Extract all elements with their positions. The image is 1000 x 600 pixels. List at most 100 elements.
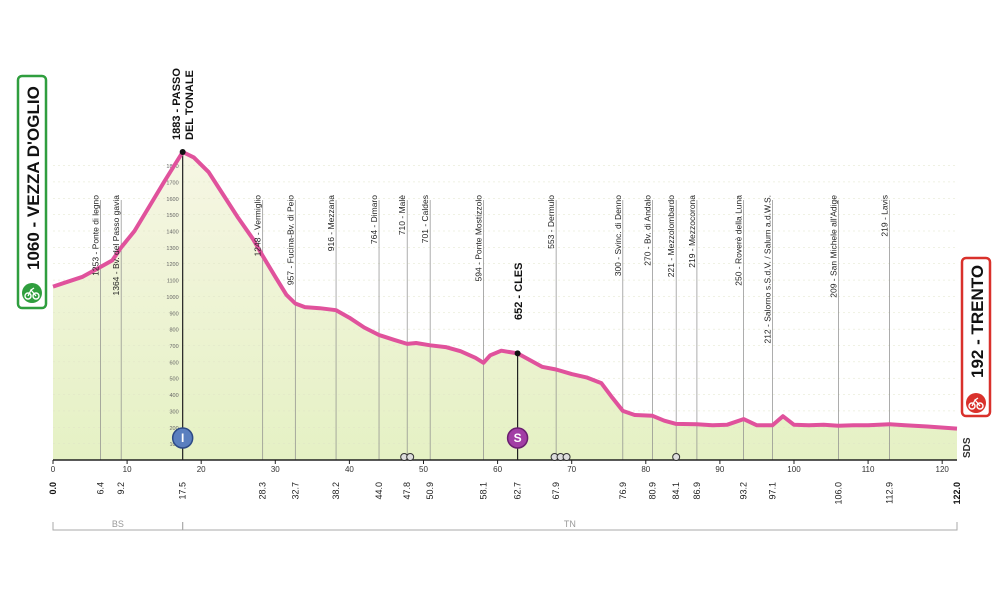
point-km-label: 17.5 [178,482,188,500]
point-name-label: 219 - Mezzocorona [687,195,697,268]
km-tick-label: 80 [641,465,650,474]
point-name-label: 1253 - Ponte di legno [90,195,100,276]
point-name-label: 1248 - Vermiglio [253,195,263,257]
point-name-label: 212 - Salorno s.S.d.V. / Salurn a.d.W.S. [762,195,772,344]
altitude-tick-label: 1400 [166,230,178,236]
key-point-dot [514,350,521,357]
point-km-label: 67.9 [551,482,561,500]
profile-area-fill [53,152,957,460]
point-km-label: 62.7 [513,482,523,500]
sds-label: SDS [962,437,973,458]
point-name-label: 710 - Malè [397,195,407,235]
kom-badge-label: I [181,431,184,445]
key-point-dot [179,149,186,155]
point-name-label: 270 - Bv. di Andalo [642,195,652,266]
point-name-label: 221 - Mezzolombardo [666,195,676,277]
altitude-tick-label: 500 [169,377,178,383]
road-feature-icon [672,453,681,461]
point-name-label: 957 - Fucina-Bv. di Peio [285,195,295,285]
point-name-label: 916 - Mezzana [326,195,336,251]
summit-label-line2: DEL TONALE [184,70,196,140]
endpoint-km-label: 0.0 [48,482,58,495]
point-km-label: 47.8 [402,482,412,500]
km-tick-label: 70 [567,465,576,474]
point-labels-layer: 6.4 1253 - Ponte di legno 9.2 1364 - Bv. de… [48,195,962,505]
point-km-label: 44.0 [374,482,384,500]
point-lines-layer: 100 200 300 400 500 600 700 800 900 1000 1100 1200 1… [53,152,957,460]
point-km-label: 93.2 [739,482,749,500]
altitude-tick-label: 900 [169,311,178,317]
point-km-label: 38.2 [331,482,341,500]
km-axis-layer: 0 10 20 30 40 50 60 70 80 90 100 110 120 I S [51,427,957,474]
region-label: BS [112,519,124,529]
point-km-label: 84.1 [671,482,681,500]
start-marker: 1060 - VEZZA D'OGLIO [16,74,48,310]
point-km-label: 28.3 [258,482,268,500]
finish-bike-icon [966,393,986,413]
point-km-label: 76.9 [618,482,628,500]
finish-marker: 192 - TRENTO [960,256,992,418]
region-label: TN [564,519,576,529]
altitude-tick-label: 400 [169,393,178,399]
profile-line [52,150,958,431]
road-feature-icon [406,453,415,461]
region-brackets: BS TN [52,519,958,531]
summit-label-line1: 1883 - PASSO [171,68,183,140]
altitude-tick-label: 1600 [166,197,178,203]
point-name-label: 209 - San Michele all'Adige [828,195,838,298]
altitude-tick-label: 1300 [166,246,178,252]
altitude-tick-label: 1000 [166,295,178,301]
km-tick-label: 10 [123,465,132,474]
road-feature-icon [562,453,571,461]
point-km-label: 106.0 [833,482,843,505]
point-km-label: 32.7 [290,482,300,500]
altitude-tick-label: 1100 [167,279,179,285]
endpoint-km-label: 122.0 [952,482,962,505]
altitude-tick-label: 200 [169,426,178,432]
km-tick-label: 110 [862,465,875,474]
point-km-label: 97.1 [767,482,777,500]
point-km-label: 86.9 [692,482,702,500]
km-tick-label: 20 [197,465,206,474]
altitude-tick-label: 1700 [166,180,178,186]
point-name-label: 594 - Ponte Mostizzolo [474,195,484,282]
region-bracket [182,522,958,531]
point-name-label: 1364 - Bv. del Passo gavia [111,195,121,296]
sprint-badge [506,427,529,449]
point-name-label: 701 - Caldes [420,195,430,243]
altitude-tick-label: 600 [169,360,178,366]
km-tick-label: 120 [936,465,950,474]
point-name-label: 250 - Roverè della Luna [734,195,744,286]
start-bike-icon [22,283,42,303]
km-tick-label: 50 [419,465,428,474]
finish-label: 192 - TRENTO [968,265,987,378]
profile-area-layer [53,152,957,460]
km-tick-label: 100 [787,465,801,474]
km-tick-label: 30 [271,465,280,474]
altitude-tick-label: 100 [169,442,178,448]
km-tick-label: 40 [345,465,354,474]
point-name-label: 764 - Dimaro [369,195,379,244]
point-km-label: 112.9 [885,482,895,504]
altitude-tick-label: 700 [169,344,178,350]
point-km-label: 50.9 [425,482,435,500]
altitude-tick-label: 800 [169,328,178,334]
point-name-label: 300 - Svinc. di Denno [613,195,623,277]
altitude-tick-label: 1500 [166,213,178,219]
sprint-label: 652 - CLES [513,263,525,320]
km-tick-label: 60 [493,465,502,474]
km-tick-label: 90 [715,465,724,474]
km-tick-label: 0 [51,465,56,474]
start-label: 1060 - VEZZA D'OGLIO [24,86,43,270]
sprint-badge-label: S [514,431,522,445]
kom-badge [171,427,194,449]
altitude-tick-label: 1200 [166,262,178,268]
altitude-tick-label: 300 [169,409,178,415]
point-km-label: 6.4 [95,482,105,495]
point-name-label: 219 - Lavis [880,195,890,237]
point-km-label: 9.2 [116,482,126,495]
point-km-label: 58.1 [479,482,489,500]
profile-line-layer [52,149,958,431]
point-km-label: 80.9 [647,482,657,500]
